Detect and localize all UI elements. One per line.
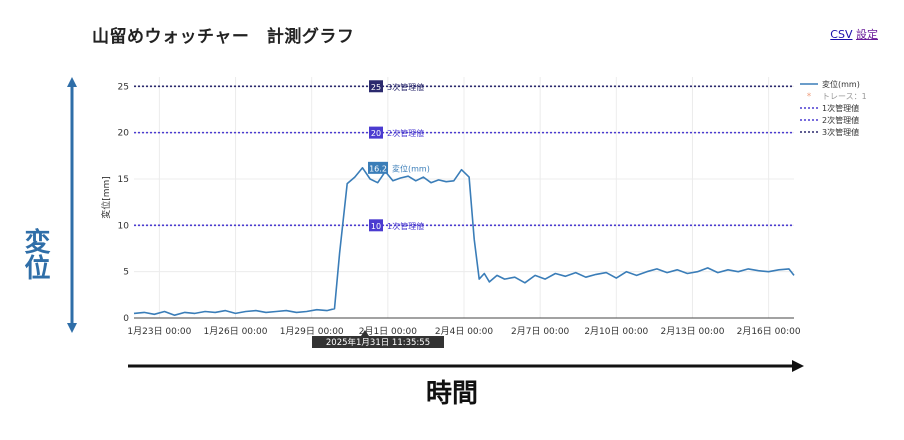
y-tick-label: 10: [118, 221, 130, 231]
x-tick-label: 1月29日 00:00: [280, 326, 344, 337]
svg-text:3次管理値: 3次管理値: [387, 82, 424, 92]
x-tick-label: 2月7日 00:00: [511, 326, 570, 337]
x-tick-label: 2月10日 00:00: [584, 326, 648, 337]
svg-text:25: 25: [371, 83, 381, 92]
top-links: CSV 設定: [830, 26, 878, 42]
legend[interactable]: 変位(mm) * トレース：1 1次管理値 2次管理値 3次管理値: [800, 79, 867, 137]
y-axis-title: 変位[mm]: [100, 176, 112, 219]
legend-item[interactable]: 3次管理値: [800, 127, 859, 137]
threshold-label: 25 3次管理値: [369, 80, 424, 93]
svg-text:20: 20: [371, 129, 381, 138]
svg-text:*: *: [807, 92, 812, 102]
svg-text:変位(mm): 変位(mm): [822, 79, 860, 89]
svg-text:2次管理値: 2次管理値: [822, 115, 859, 125]
axes: 0 5 10 15 20 25 1月23日 00:00 1月26日 00:00 1月29日 00…: [100, 82, 801, 337]
series-hover-label: 16.2 変位(mm): [368, 161, 430, 174]
threshold-label: 10 1次管理値: [369, 219, 424, 232]
x-hover-tooltip: 2025年1月31日 11:35:55: [312, 330, 444, 348]
svg-text:3次管理値: 3次管理値: [822, 127, 859, 137]
svg-text:16.2: 16.2: [369, 164, 387, 173]
y-tick-label: 5: [123, 268, 129, 278]
x-tick-label: 2月13日 00:00: [660, 326, 724, 337]
svg-text:トレース：1: トレース：1: [822, 92, 867, 101]
y-big-label: 変位: [20, 227, 50, 280]
legend-item[interactable]: 2次管理値: [800, 115, 859, 125]
x-tick-label: 2月1日 00:00: [359, 326, 418, 337]
grid: [134, 77, 794, 319]
settings-link[interactable]: 設定: [856, 28, 878, 41]
y-tick-label: 0: [123, 314, 129, 324]
y-tick-label: 25: [118, 82, 129, 92]
threshold-labels: 10 1次管理値 20 2次管理値 25 3次管理値 16.2 変位(mm): [368, 80, 430, 232]
svg-text:10: 10: [371, 222, 381, 231]
series-line: [133, 167, 795, 316]
svg-text:1次管理値: 1次管理値: [822, 103, 859, 113]
page-title: 山留めウォッチャー 計測グラフ: [92, 27, 355, 47]
svg-text:2次管理値: 2次管理値: [387, 128, 424, 138]
svg-text:1次管理値: 1次管理値: [387, 221, 424, 231]
x-tick-label: 2月16日 00:00: [737, 326, 801, 337]
series-lines: [133, 167, 795, 316]
legend-item[interactable]: 変位(mm): [800, 79, 860, 89]
svg-text:変位(mm): 変位(mm): [392, 163, 430, 173]
y-tick-label: 20: [118, 129, 130, 139]
x-tick-label: 2月4日 00:00: [435, 326, 494, 337]
x-big-label: 時間: [426, 379, 478, 409]
threshold-label: 20 2次管理値: [369, 126, 424, 139]
x-tick-label: 1月26日 00:00: [204, 326, 268, 337]
csv-link[interactable]: CSV: [830, 28, 853, 41]
legend-item[interactable]: 1次管理値: [800, 103, 859, 113]
svg-text:2025年1月31日 11:35:55: 2025年1月31日 11:35:55: [326, 337, 430, 348]
legend-item[interactable]: * トレース：1: [807, 92, 867, 102]
threshold-lines: [134, 85, 794, 227]
y-tick-label: 15: [118, 175, 129, 185]
x-tick-label: 1月23日 00:00: [127, 326, 191, 337]
